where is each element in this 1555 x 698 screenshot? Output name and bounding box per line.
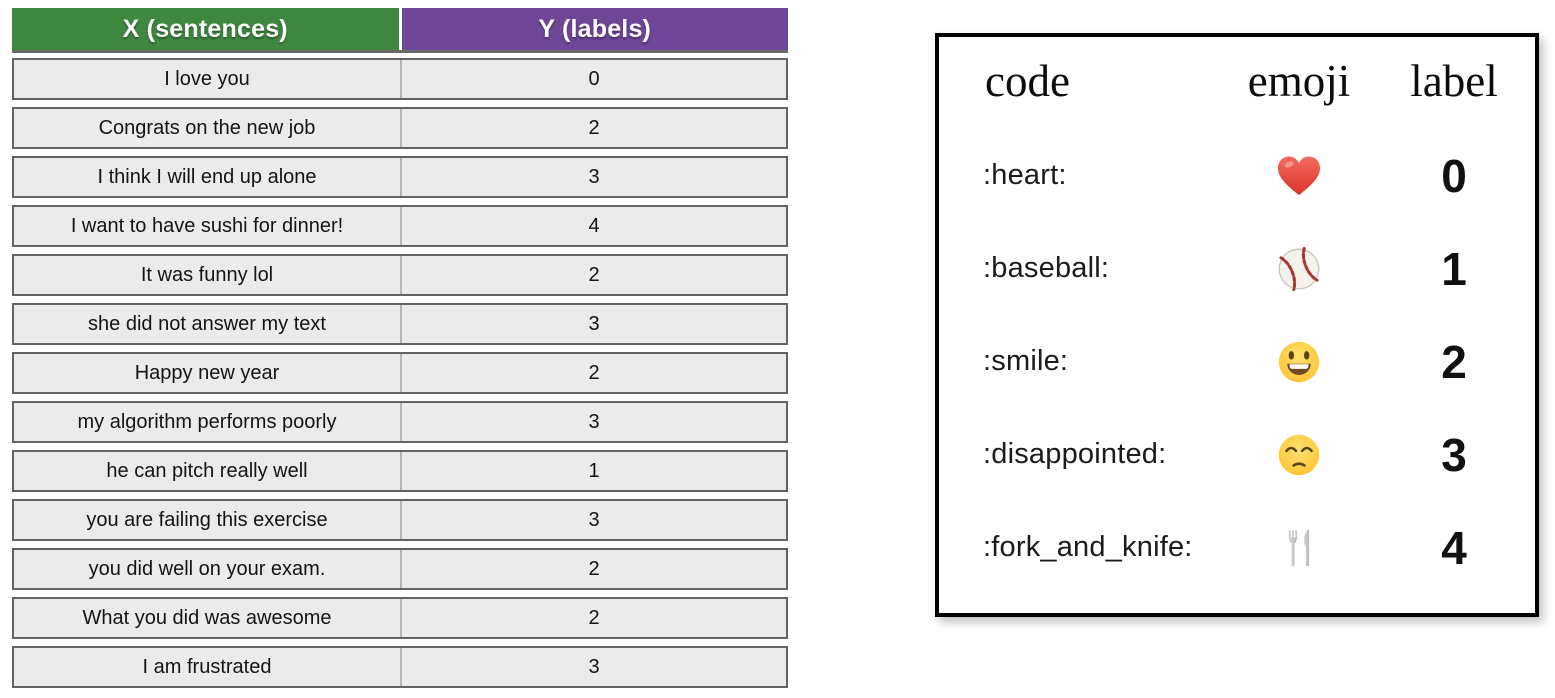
legend-rows: :heart: 0 :baseball: — [939, 129, 1535, 594]
sentence-cell: I want to have sushi for dinner! — [70, 214, 344, 237]
legend-row: :heart: 0 — [939, 129, 1535, 222]
emoji-legend-card: code emoji label :heart: — [935, 33, 1539, 617]
sentence-cell: I am frustrated — [142, 655, 272, 678]
dataset-table-header: X (sentences) Y (labels) — [12, 8, 788, 53]
legend-row: :disappointed: 3 — [939, 408, 1535, 501]
legend-row: :fork_and_knife: — [939, 501, 1535, 594]
dataset-table: X (sentences) Y (labels) I love you 0 Co… — [12, 8, 788, 695]
table-row: she did not answer my text 3 — [12, 303, 788, 345]
legend-header: code emoji label — [939, 55, 1535, 107]
sentence-cell: my algorithm performs poorly — [77, 410, 337, 433]
emoji-label: 3 — [1441, 428, 1467, 481]
table-row: my algorithm performs poorly 3 — [12, 401, 788, 443]
label-cell: 3 — [400, 648, 786, 686]
emoji-code: :fork_and_knife: — [983, 531, 1193, 563]
baseball-icon — [1276, 246, 1322, 292]
table-row: you did well on your exam. 2 — [12, 548, 788, 590]
label-cell: 1 — [400, 452, 786, 490]
sentence-cell: he can pitch really well — [106, 459, 308, 482]
emoji-label: 0 — [1441, 149, 1467, 202]
x-sentences-header: X (sentences) — [12, 8, 399, 50]
grinning-face-icon — [1276, 339, 1322, 385]
label-cell: 2 — [400, 550, 786, 588]
sentence-cell: Happy new year — [134, 361, 280, 384]
sentence-cell: It was funny lol — [140, 263, 274, 286]
label-cell: 2 — [400, 109, 786, 147]
label-cell: 3 — [400, 158, 786, 196]
emoji-code: :heart: — [983, 159, 1067, 191]
label-column-header: label — [1410, 56, 1498, 106]
emoji-code: :smile: — [983, 345, 1069, 377]
table-row: Congrats on the new job 2 — [12, 107, 788, 149]
emoji-code: :baseball: — [983, 252, 1110, 284]
table-row: What you did was awesome 2 — [12, 597, 788, 639]
emoji-label: 1 — [1441, 242, 1467, 295]
emoji-code: :disappointed: — [983, 438, 1167, 470]
table-row: you are failing this exercise 3 — [12, 499, 788, 541]
pensive-face-icon — [1276, 432, 1322, 478]
sentence-cell: Congrats on the new job — [98, 116, 316, 139]
label-cell: 3 — [400, 403, 786, 441]
table-row: Happy new year 2 — [12, 352, 788, 394]
legend-row: :baseball: 1 — [939, 222, 1535, 315]
y-labels-header: Y (labels) — [401, 8, 788, 50]
legend-row: :smile: 2 — [939, 315, 1535, 408]
sentence-cell: What you did was awesome — [82, 606, 332, 629]
sentence-cell: I think I will end up alone — [97, 165, 317, 188]
table-row: It was funny lol 2 — [12, 254, 788, 296]
red-heart-icon — [1276, 155, 1322, 197]
table-row: I am frustrated 3 — [12, 646, 788, 688]
emoji-label: 4 — [1441, 521, 1467, 574]
table-row: I think I will end up alone 3 — [12, 156, 788, 198]
sentence-cell: you did well on your exam. — [88, 557, 326, 580]
code-column-header: code — [985, 56, 1070, 106]
fork-and-knife-icon — [1280, 526, 1318, 570]
emoji-column-header: emoji — [1247, 56, 1351, 106]
sentence-cell: you are failing this exercise — [86, 508, 328, 531]
label-cell: 0 — [400, 60, 786, 98]
table-row: he can pitch really well 1 — [12, 450, 788, 492]
label-cell: 3 — [400, 305, 786, 343]
label-cell: 3 — [400, 501, 786, 539]
table-row: I want to have sushi for dinner! 4 — [12, 205, 788, 247]
sentence-cell: she did not answer my text — [88, 312, 326, 335]
sentence-cell: I love you — [164, 67, 250, 90]
label-cell: 4 — [400, 207, 786, 245]
emoji-label: 2 — [1441, 335, 1467, 388]
label-cell: 2 — [400, 256, 786, 294]
label-cell: 2 — [400, 599, 786, 637]
table-row: I love you 0 — [12, 58, 788, 100]
label-cell: 2 — [400, 354, 786, 392]
